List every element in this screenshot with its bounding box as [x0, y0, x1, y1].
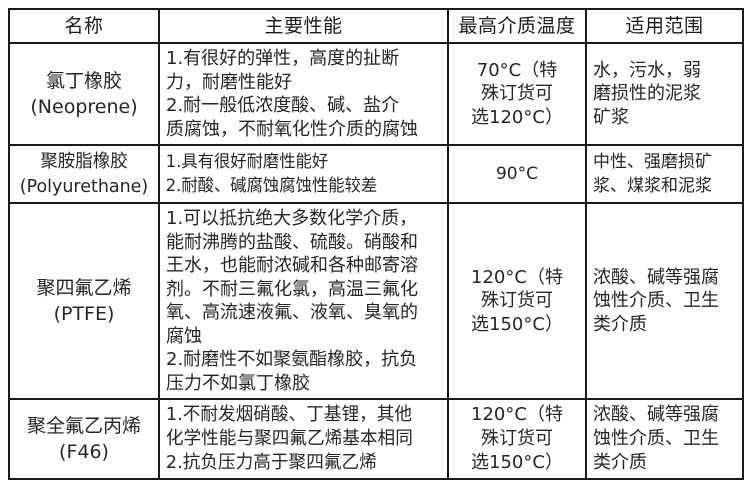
performance-line: 剂。不耐三氟化氯，高温三氟化 [166, 278, 418, 300]
table-row: 聚全氟乙丙烯 (F46) 1.不耐发烟硝酸、丁基锂，其他 化学性能与聚四氟乙烯基… [8, 398, 744, 480]
temperature-line: 90°C [495, 164, 538, 184]
material-name-en: (Polyurethane) [19, 176, 149, 197]
temperature-line: 殊订货可 [481, 290, 553, 312]
scope-line: 磨损性的泥浆 [593, 83, 701, 105]
cell-max-temperature: 90°C [447, 144, 587, 204]
table-body: 氯丁橡胶 (Neoprene) 1.有很好的弹性，高度的扯断 力，耐磨性能好 2… [8, 42, 744, 480]
cell-material-name: 聚胺脂橡胶 (Polyurethane) [8, 144, 160, 204]
temperature-line: 70°C（特 [476, 59, 558, 81]
material-spec-table: 名称 主要性能 最高介质温度 适用范围 氯丁橡胶 (Neoprene) 1.有很… [8, 8, 744, 480]
material-name-cn: 聚胺脂橡胶 [40, 151, 128, 172]
column-header-max-medium-temperature: 最高介质温度 [447, 8, 587, 44]
cell-applicable-scope: 浓酸、碱等强腐 蚀性介质、卫生 类介质 [585, 398, 744, 480]
header-row: 名称 主要性能 最高介质温度 适用范围 [8, 8, 744, 44]
cell-material-name: 聚全氟乙丙烯 (F46) [8, 398, 160, 480]
scope-line: 水，污水，弱 [593, 59, 701, 81]
cell-main-performance: 1.具有很好耐磨性能好 2.耐酸、碱腐蚀腐蚀性能较差 [158, 144, 449, 204]
temperature-line: 120°C（特 [471, 404, 563, 425]
material-spec-table-container: 名称 主要性能 最高介质温度 适用范围 氯丁橡胶 (Neoprene) 1.有很… [8, 8, 744, 480]
temperature-line: 选150°C） [471, 313, 563, 335]
performance-line: 1.不耐发烟硝酸、丁基锂，其他 [165, 404, 413, 425]
temperature-line: 选120°C） [471, 106, 563, 128]
performance-line: 1.有很好的弹性，高度的扯断 [166, 48, 400, 69]
performance-line: 压力不如氯丁橡胶 [166, 372, 310, 394]
scope-line: 中性、强磨损矿 [593, 152, 712, 172]
table-row: 聚胺脂橡胶 (Polyurethane) 1.具有很好耐磨性能好 2.耐酸、碱腐… [8, 144, 744, 204]
cell-main-performance: 1.可以抵抗绝大多数化学介质， 能耐沸腾的盐酸、硫酸。硝酸和 王水，也能耐浓碱和… [158, 202, 449, 400]
performance-line: 力，耐磨性能好 [166, 71, 292, 93]
table-header: 名称 主要性能 最高介质温度 适用范围 [8, 8, 744, 44]
temperature-line: 120°C（特 [471, 266, 563, 288]
performance-line: 腐蚀 [166, 325, 202, 347]
cell-material-name: 聚四氟乙烯 (PTFE) [8, 202, 160, 400]
performance-line: 2.抗负压力高于聚四氟乙烯 [165, 452, 377, 473]
cell-applicable-scope: 水，污水，弱 磨损性的泥浆 矿浆 [585, 42, 744, 146]
performance-line: 1.可以抵抗绝大多数化学介质， [166, 208, 418, 229]
table-row: 氯丁橡胶 (Neoprene) 1.有很好的弹性，高度的扯断 力，耐磨性能好 2… [8, 42, 744, 146]
scope-line: 浓酸、碱等强腐 [593, 266, 719, 288]
performance-line: 王水，也能耐浓碱和各种邮寄溶 [166, 255, 418, 276]
performance-line: 质腐蚀，不耐氧化性介质的腐蚀 [166, 118, 418, 140]
cell-main-performance: 1.不耐发烟硝酸、丁基锂，其他 化学性能与聚四氟乙烯基本相同 2.抗负压力高于聚… [158, 398, 449, 480]
table-row: 聚四氟乙烯 (PTFE) 1.可以抵抗绝大多数化学介质， 能耐沸腾的盐酸、硫酸。… [8, 202, 744, 400]
material-name-en: (Neoprene) [30, 96, 138, 118]
cell-max-temperature: 120°C（特 殊订货可 选150°C） [447, 398, 587, 480]
scope-line: 类介质 [593, 313, 647, 335]
cell-max-temperature: 120°C（特 殊订货可 选150°C） [447, 202, 587, 400]
cell-material-name: 氯丁橡胶 (Neoprene) [8, 42, 160, 146]
material-name-en: (PTFE) [53, 303, 115, 325]
performance-line: 化学性能与聚四氟乙烯基本相同 [165, 428, 413, 449]
scope-line: 蚀性介质、卫生 [593, 428, 719, 449]
performance-line: 能耐沸腾的盐酸、硫酸。硝酸和 [166, 231, 418, 253]
column-header-main-performance: 主要性能 [158, 8, 449, 44]
scope-line: 类介质 [593, 452, 647, 473]
scope-line: 浓酸、碱等强腐 [593, 404, 719, 425]
performance-line: 1.具有很好耐磨性能好 [165, 152, 329, 172]
column-header-name: 名称 [8, 8, 160, 44]
temperature-line: 殊订货可 [481, 428, 553, 449]
material-name-en: (F46) [59, 441, 109, 463]
performance-line: 2.耐一般低浓度酸、碱、盐介 [166, 95, 400, 116]
material-name-cn: 聚全氟乙丙烯 [26, 415, 141, 437]
column-header-applicable-scope: 适用范围 [585, 8, 744, 44]
performance-line: 氧、高流速液氟、液氧、臭氧的 [166, 302, 418, 323]
cell-applicable-scope: 中性、强磨损矿 浆、煤浆和泥浆 [585, 144, 744, 204]
scope-line: 蚀性介质、卫生 [593, 290, 719, 312]
material-name-cn: 聚四氟乙烯 [36, 277, 132, 299]
cell-applicable-scope: 浓酸、碱等强腐 蚀性介质、卫生 类介质 [585, 202, 744, 400]
performance-line: 2.耐酸、碱腐蚀腐蚀性能较差 [165, 176, 378, 196]
temperature-line: 殊订货可 [481, 83, 553, 105]
scope-line: 浆、煤浆和泥浆 [593, 176, 712, 196]
scope-line: 矿浆 [593, 106, 629, 128]
cell-main-performance: 1.有很好的弹性，高度的扯断 力，耐磨性能好 2.耐一般低浓度酸、碱、盐介 质腐… [158, 42, 449, 146]
cell-max-temperature: 70°C（特 殊订货可 选120°C） [447, 42, 587, 146]
temperature-line: 选150°C） [471, 452, 563, 473]
performance-line: 2.耐磨性不如聚氨酯橡胶，抗负 [166, 349, 418, 370]
material-name-cn: 氯丁橡胶 [45, 70, 122, 92]
